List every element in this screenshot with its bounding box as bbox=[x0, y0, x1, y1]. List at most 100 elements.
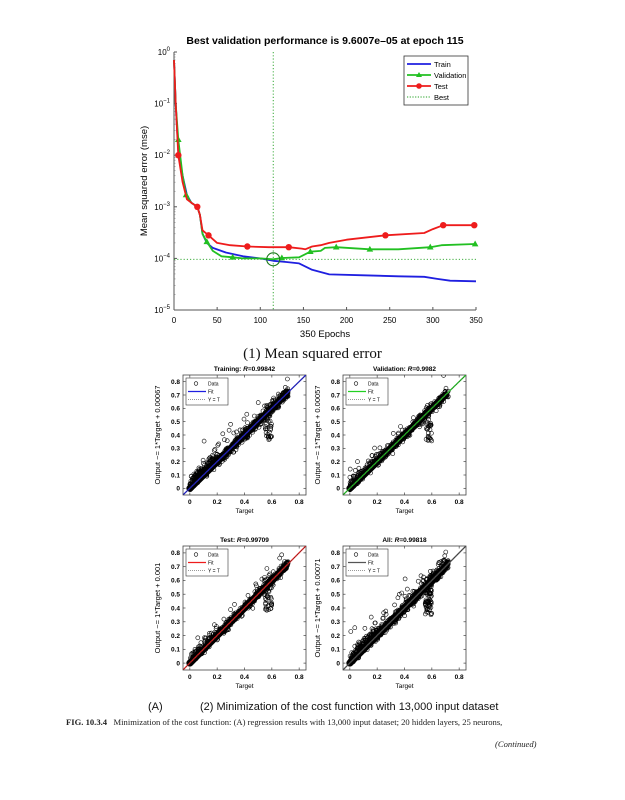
y-tick-label: 0.1 bbox=[171, 472, 180, 479]
y-tick-label: 0.2 bbox=[331, 459, 340, 466]
y-axis-label: Output ~= 1*Target + 0.00057 bbox=[313, 385, 322, 484]
data-point bbox=[245, 420, 250, 426]
validation-marker bbox=[203, 238, 211, 245]
x-tick-label: 0.6 bbox=[267, 499, 276, 506]
y-tick-label: 0 bbox=[176, 660, 180, 667]
y-tick-label: 0.4 bbox=[331, 432, 340, 439]
data-point bbox=[276, 391, 281, 397]
y-tick-label: 0 bbox=[336, 486, 340, 493]
data-point bbox=[426, 604, 432, 609]
data-point bbox=[228, 421, 233, 427]
subcaption-cost-function: (2) Minimization of the cost function wi… bbox=[200, 701, 499, 713]
data-point bbox=[402, 576, 408, 582]
y-tick-label: 0.7 bbox=[171, 392, 180, 399]
y-tick-label: 0.3 bbox=[331, 619, 340, 626]
data-point bbox=[220, 431, 226, 437]
y-tick-label: 0.3 bbox=[171, 619, 180, 626]
data-point bbox=[268, 424, 273, 429]
legend-label-train: Train bbox=[434, 60, 451, 69]
data-point bbox=[391, 431, 396, 436]
data-point bbox=[195, 635, 201, 641]
data-point bbox=[266, 437, 272, 442]
figure-caption: FIG. 10.3.4 Minimization of the cost fun… bbox=[66, 717, 502, 727]
data-point bbox=[285, 376, 290, 382]
data-point bbox=[222, 437, 227, 442]
fit-line bbox=[183, 546, 306, 670]
legend-label-identity: Y = T bbox=[368, 569, 380, 575]
data-point bbox=[209, 630, 214, 636]
subcaption-mse: (1) Mean squared error bbox=[243, 346, 382, 362]
y-tick-label: 0.4 bbox=[171, 605, 180, 612]
data-point bbox=[234, 429, 239, 435]
data-point bbox=[240, 427, 245, 433]
data-point bbox=[347, 466, 353, 472]
validation-marker bbox=[471, 240, 479, 247]
y-tick-label: 10−3 bbox=[154, 202, 170, 212]
data-point bbox=[442, 553, 448, 559]
data-point bbox=[373, 452, 379, 457]
data-point bbox=[271, 569, 276, 575]
legend-label-data: Data bbox=[208, 553, 219, 559]
continued-note: (Continued) bbox=[495, 739, 537, 749]
y-tick-label: 0.7 bbox=[331, 392, 340, 399]
data-point bbox=[424, 419, 430, 425]
x-tick-label: 0.8 bbox=[455, 674, 464, 681]
data-point bbox=[263, 426, 269, 431]
data-point bbox=[265, 417, 270, 423]
data-point bbox=[395, 595, 401, 600]
y-tick-label: 0.6 bbox=[171, 578, 180, 585]
legend-marker-test bbox=[416, 83, 422, 89]
data-point bbox=[415, 578, 421, 584]
regression-plot-all: All: R=0.99818 0 0.2 0.4 0.6 0.8 0 0.1 0.2 0.3 0.4… bbox=[313, 537, 467, 690]
data-point bbox=[269, 602, 274, 607]
data-point bbox=[254, 583, 259, 589]
regression-plot-validation: Validation: R=0.9982 0 0.2 0.4 0.6 0.8 0 0.1 0.2… bbox=[313, 366, 467, 515]
data-point bbox=[224, 438, 230, 443]
y-tick-label: 0.8 bbox=[171, 379, 180, 386]
data-point bbox=[263, 424, 268, 429]
data-point bbox=[403, 596, 409, 602]
x-axis-label: Target bbox=[235, 508, 253, 515]
data-point bbox=[255, 400, 261, 405]
x-axis-label: Target bbox=[235, 683, 253, 690]
data-point bbox=[424, 600, 429, 605]
legend-label-identity: Y = T bbox=[208, 569, 220, 575]
y-tick-label: 0.5 bbox=[171, 592, 180, 599]
data-point bbox=[418, 573, 424, 579]
x-tick-label: 0 bbox=[188, 499, 192, 506]
test-marker bbox=[205, 232, 212, 239]
data-point bbox=[263, 606, 268, 612]
data-point bbox=[267, 418, 273, 424]
legend-swatch-data bbox=[353, 381, 359, 386]
data-point bbox=[214, 624, 219, 629]
y-tick-label: 0.1 bbox=[171, 647, 180, 654]
validation-marker bbox=[332, 243, 340, 250]
x-axis-label: Target bbox=[395, 508, 413, 515]
x-tick-label: 200 bbox=[340, 316, 354, 325]
y-tick-label: 0.4 bbox=[171, 432, 180, 439]
y-tick-label: 0.3 bbox=[331, 446, 340, 453]
data-point bbox=[266, 418, 271, 424]
data-point bbox=[212, 447, 218, 452]
test-marker bbox=[244, 243, 251, 250]
data-point bbox=[266, 595, 272, 601]
data-point bbox=[368, 614, 374, 620]
data-point bbox=[426, 593, 432, 599]
test-marker bbox=[194, 203, 201, 210]
y-tick-label: 0.2 bbox=[171, 633, 180, 640]
data-point bbox=[428, 612, 434, 617]
data-point bbox=[245, 593, 251, 598]
data-point bbox=[263, 604, 269, 610]
legend-label-identity: Y = T bbox=[368, 398, 380, 404]
data-point bbox=[352, 625, 358, 630]
x-tick-label: 0.6 bbox=[427, 499, 436, 506]
data-point bbox=[443, 385, 449, 391]
series-line-validation bbox=[173, 59, 476, 261]
data-points-group bbox=[183, 375, 306, 495]
x-axis-label: 350 Epochs bbox=[300, 329, 350, 340]
y-tick-label: 0.6 bbox=[331, 578, 340, 585]
x-axis-label: Target bbox=[395, 683, 413, 690]
data-point bbox=[216, 441, 221, 447]
data-point bbox=[264, 607, 270, 613]
data-point bbox=[383, 608, 389, 614]
